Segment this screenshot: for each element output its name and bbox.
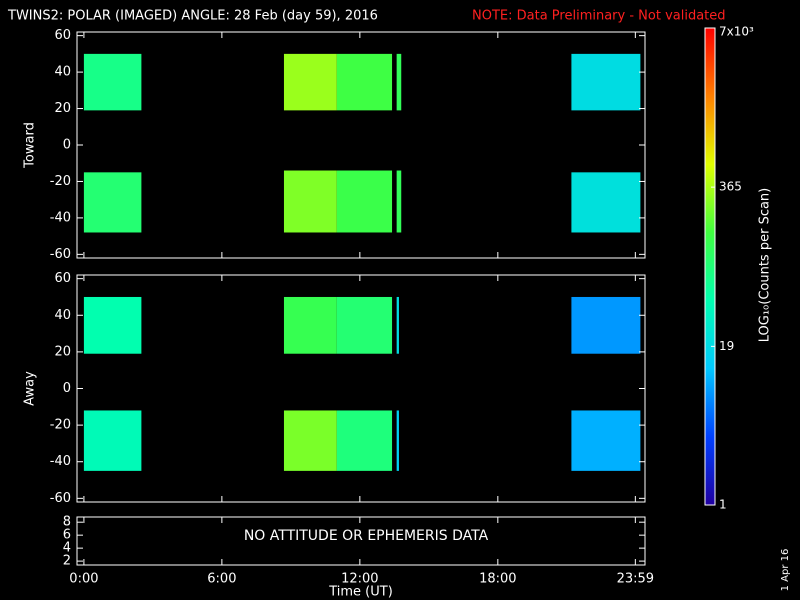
heatmap-cell: [571, 410, 641, 471]
heatmap-cell: [571, 53, 641, 111]
y-tick-label: 0: [63, 138, 71, 153]
no-data-message: NO ATTITUDE OR EPHEMERIS DATA: [244, 528, 489, 544]
y-tick-label: 20: [54, 101, 71, 116]
heatmap-cell: [83, 296, 142, 354]
x-axis-label: Time (UT): [328, 585, 393, 600]
y-tick-label: 20: [54, 344, 71, 359]
colorbar-label: LOG₁₀(Counts per Scan): [758, 188, 773, 343]
y-tick-label: -60: [50, 491, 71, 506]
colorbar-tick-label: 7x10³: [719, 25, 754, 39]
heatmap-cell: [571, 296, 641, 354]
x-tick-label: 0:00: [69, 572, 98, 587]
heatmap-cell: [83, 410, 142, 471]
heatmap-cell: [283, 296, 337, 354]
x-tick-label: 18:00: [479, 572, 516, 587]
heatmap-cell: [396, 170, 402, 233]
y-tick-label: 40: [54, 308, 71, 323]
y-tick-label: -40: [50, 210, 71, 225]
heatmap-cell: [396, 410, 399, 471]
y-tick-label: -60: [50, 247, 71, 262]
heatmap-cell: [336, 170, 393, 233]
y-tick-label: 40: [54, 65, 71, 80]
colorbar-tick-label: 19: [719, 339, 734, 353]
heatmap-cell: [83, 53, 142, 111]
heatmap-cell: [336, 410, 393, 471]
x-tick-label: 12:00: [341, 572, 378, 587]
heatmap-cell: [571, 172, 641, 233]
title: TWINS2: POLAR (IMAGED) ANGLE: 28 Feb (da…: [7, 9, 378, 24]
y-tick-label: -20: [50, 174, 71, 189]
heatmap-cell: [336, 53, 393, 111]
heatmap-cell: [283, 53, 337, 111]
panel-frame: [76, 516, 646, 566]
date-stamp: 1 Apr 16: [780, 549, 791, 592]
y-tick-label: -20: [50, 418, 71, 433]
x-tick-label: 23:59: [617, 572, 654, 587]
y-tick-label: 4: [63, 541, 71, 556]
note: NOTE: Data Preliminary - Not validated: [472, 9, 726, 24]
y-tick-label: 8: [63, 515, 71, 530]
heatmap-cell: [396, 53, 402, 111]
y-axis-label: Toward: [23, 122, 38, 169]
y-tick-label: 60: [54, 271, 71, 286]
colorbar-tick-label: 1: [719, 498, 727, 512]
heatmap-cell: [336, 296, 393, 354]
colorbar: [704, 27, 716, 506]
heatmap-cell: [283, 410, 337, 471]
y-tick-label: 6: [63, 528, 71, 543]
y-tick-label: 0: [63, 381, 71, 396]
y-axis-label: Away: [23, 371, 38, 406]
x-tick-label: 6:00: [207, 572, 236, 587]
y-tick-label: 2: [63, 554, 71, 569]
y-tick-label: 60: [54, 28, 71, 43]
y-tick-label: -40: [50, 454, 71, 469]
heatmap-cell: [396, 296, 399, 354]
heatmap-cell: [83, 172, 142, 233]
heatmap-cell: [283, 170, 337, 233]
colorbar-tick-label: 365: [719, 180, 742, 194]
